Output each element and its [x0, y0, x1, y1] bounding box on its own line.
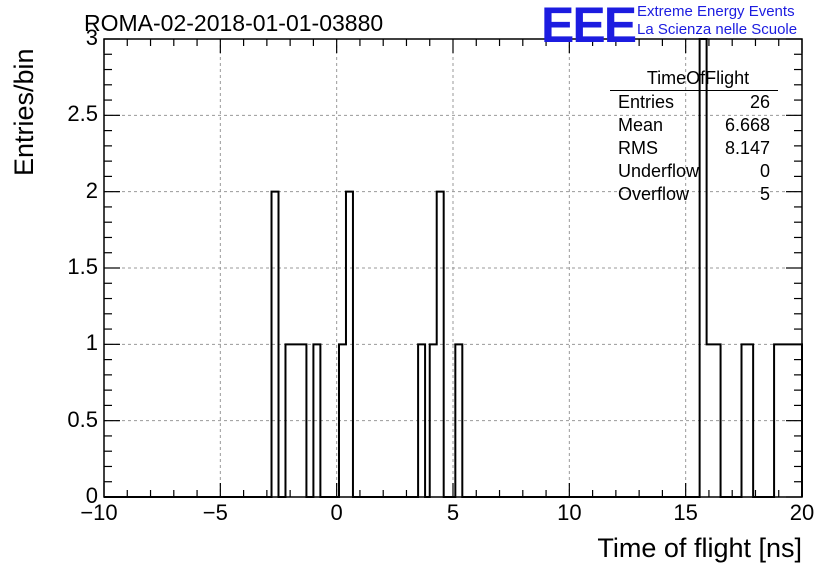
stats-label: Overflow: [618, 184, 690, 204]
histogram-bin: [430, 344, 437, 497]
stats-row-overflow: Overflow 5: [610, 183, 778, 206]
eee-logo: EEE: [541, 0, 637, 53]
chart-title: ROMA-02-2018-01-01-03880: [84, 10, 384, 36]
stats-row-entries: Entries 26: [610, 91, 778, 114]
logo-caption-line1: Extreme Energy Events: [637, 3, 795, 20]
y-tick-label: 0: [85, 483, 98, 508]
histogram-bin: [781, 344, 802, 497]
histogram-bin: [774, 344, 781, 497]
histogram-bin: [346, 192, 353, 497]
y-tick-label: 2.5: [67, 101, 98, 127]
stats-value: 0: [759, 161, 770, 181]
x-tick-label: 5: [446, 500, 460, 525]
y-tick-label: 3: [85, 25, 98, 50]
histogram-bin: [272, 192, 279, 497]
histogram-bin: [455, 344, 462, 497]
y-tick-label: 0.5: [67, 406, 98, 432]
x-tick-label: 0: [330, 500, 343, 525]
x-tick-label: 20: [789, 500, 815, 525]
x-tick-label: 15: [673, 500, 698, 525]
stats-row-underflow: Underflow 0: [610, 160, 778, 183]
stats-box: TimeOfFlight Entries 26 Mean 6.668 RMS 8…: [610, 67, 778, 206]
stats-value: 26: [749, 92, 770, 112]
stats-value: 8.147: [724, 138, 770, 158]
y-axis-label: Entries/bin: [9, 48, 39, 176]
logo-caption-line2: La Scienza nelle Scuole: [637, 21, 798, 38]
histogram-bin: [339, 344, 346, 497]
stats-label: Underflow: [618, 161, 700, 181]
histogram-bin: [437, 192, 444, 497]
x-tick-label: −10: [80, 500, 118, 525]
stats-value: 5: [759, 184, 770, 204]
logo-caption: Extreme Energy Events La Scienza nelle S…: [637, 3, 797, 39]
y-tick-label: 2: [85, 177, 98, 203]
stats-label: Entries: [618, 92, 675, 112]
stats-row-mean: Mean 6.668: [610, 114, 778, 137]
stats-value: 6.668: [724, 115, 770, 135]
x-axis-label: Time of flight [ns]: [597, 533, 802, 563]
histogram-bin: [418, 344, 425, 497]
y-tick-label: 1: [85, 330, 98, 356]
histogram-bin: [285, 344, 306, 497]
histogram-bin: [707, 344, 721, 497]
histogram-outline: [104, 38, 803, 498]
x-tick-label: −5: [202, 500, 228, 525]
stats-title: TimeOfFlight: [610, 67, 778, 91]
x-tick-label: 10: [557, 500, 582, 525]
histogram-bin: [742, 344, 754, 497]
y-tick-label: 1.5: [67, 254, 98, 279]
stats-label: RMS: [618, 138, 658, 158]
histogram-bin: [313, 344, 320, 497]
stats-row-rms: RMS 8.147: [610, 137, 778, 160]
stats-label: Mean: [618, 115, 664, 135]
